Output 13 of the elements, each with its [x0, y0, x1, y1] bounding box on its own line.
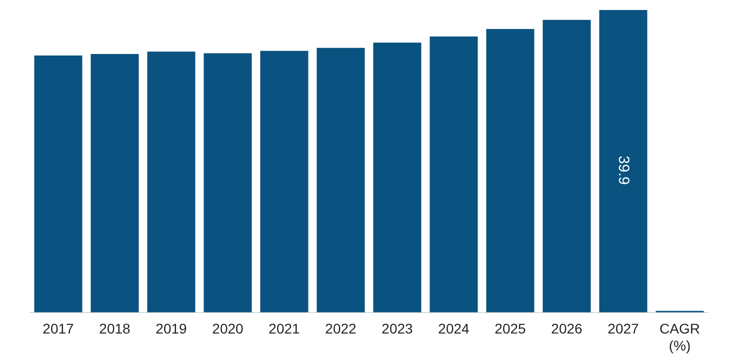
x-tick-label: CAGR (%) [660, 320, 700, 354]
x-tick-label: 2025 [494, 320, 526, 337]
x-tick-label: 2021 [268, 320, 300, 337]
x-tick-label: 2019 [156, 320, 188, 337]
x-tick-label: 2024 [438, 320, 470, 337]
x-tick-label: 2020 [212, 320, 244, 337]
x-tick-label: 2022 [325, 320, 357, 337]
x-tick-label: 2027 [608, 320, 640, 337]
x-tick-label: 2017 [42, 320, 74, 337]
x-tick-label: 2026 [551, 320, 583, 337]
x-tick-label: 2023 [382, 320, 414, 337]
data-label: 39.9 [615, 156, 632, 185]
x-tick-label: 2018 [99, 320, 131, 337]
